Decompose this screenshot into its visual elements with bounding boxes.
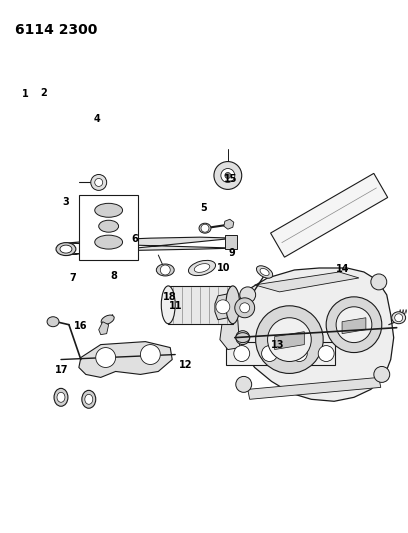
Ellipse shape: [85, 394, 93, 404]
Text: 7: 7: [69, 273, 75, 283]
Circle shape: [221, 168, 235, 182]
Bar: [168, 286, 233, 324]
Circle shape: [336, 307, 372, 343]
Text: 1: 1: [22, 89, 29, 99]
Text: 12: 12: [179, 360, 193, 369]
Circle shape: [201, 224, 209, 232]
Text: 4: 4: [93, 114, 100, 124]
Circle shape: [140, 345, 160, 365]
Polygon shape: [275, 332, 304, 350]
Circle shape: [235, 298, 255, 318]
Circle shape: [240, 287, 256, 303]
Polygon shape: [271, 173, 388, 257]
Polygon shape: [66, 237, 235, 255]
Ellipse shape: [47, 317, 59, 327]
Circle shape: [326, 297, 382, 352]
Text: 16: 16: [74, 321, 87, 331]
Polygon shape: [342, 318, 366, 334]
Polygon shape: [99, 322, 109, 335]
Bar: [79, 196, 138, 260]
Polygon shape: [220, 315, 240, 350]
Circle shape: [268, 318, 311, 361]
Text: 14: 14: [336, 264, 349, 274]
Text: 6: 6: [132, 234, 138, 244]
Ellipse shape: [156, 264, 174, 276]
Polygon shape: [248, 377, 381, 399]
Polygon shape: [215, 294, 235, 320]
Ellipse shape: [60, 245, 72, 253]
Bar: [225, 235, 237, 249]
Ellipse shape: [56, 243, 76, 255]
Polygon shape: [255, 272, 359, 292]
Text: 6114 2300: 6114 2300: [15, 23, 98, 37]
Text: 17: 17: [55, 365, 69, 375]
Circle shape: [371, 274, 387, 290]
Ellipse shape: [54, 389, 68, 406]
Ellipse shape: [226, 286, 240, 324]
Text: 2: 2: [40, 87, 47, 98]
Polygon shape: [236, 268, 394, 401]
Ellipse shape: [188, 260, 215, 276]
Circle shape: [214, 161, 242, 189]
Ellipse shape: [95, 235, 122, 249]
Circle shape: [291, 345, 307, 361]
Polygon shape: [224, 219, 234, 229]
Ellipse shape: [82, 390, 96, 408]
Circle shape: [395, 314, 403, 322]
Circle shape: [236, 376, 252, 392]
Ellipse shape: [199, 223, 211, 233]
Ellipse shape: [95, 203, 122, 217]
Polygon shape: [79, 342, 172, 377]
Ellipse shape: [257, 266, 273, 278]
Ellipse shape: [99, 220, 119, 232]
Text: 8: 8: [111, 271, 118, 281]
Text: 13: 13: [271, 340, 284, 350]
Circle shape: [225, 173, 231, 179]
Circle shape: [318, 345, 334, 361]
Text: 18: 18: [163, 292, 176, 302]
Circle shape: [256, 306, 323, 374]
Bar: [226, 342, 335, 366]
Circle shape: [374, 367, 390, 382]
Circle shape: [240, 303, 250, 313]
Text: 9: 9: [228, 248, 235, 259]
Text: 5: 5: [201, 203, 207, 213]
Circle shape: [216, 300, 230, 314]
Text: 11: 11: [169, 301, 182, 311]
Ellipse shape: [194, 264, 210, 272]
Circle shape: [236, 330, 250, 345]
Ellipse shape: [236, 333, 250, 343]
Ellipse shape: [392, 312, 406, 324]
Ellipse shape: [57, 392, 65, 402]
Circle shape: [95, 179, 103, 187]
Circle shape: [91, 174, 106, 190]
Circle shape: [234, 345, 250, 361]
Ellipse shape: [260, 269, 269, 276]
Text: 10: 10: [217, 263, 230, 272]
Text: 3: 3: [63, 197, 70, 207]
Circle shape: [160, 265, 170, 275]
Ellipse shape: [101, 315, 114, 325]
Circle shape: [96, 348, 115, 367]
Text: 15: 15: [224, 174, 237, 184]
Circle shape: [262, 345, 277, 361]
Ellipse shape: [161, 286, 175, 324]
